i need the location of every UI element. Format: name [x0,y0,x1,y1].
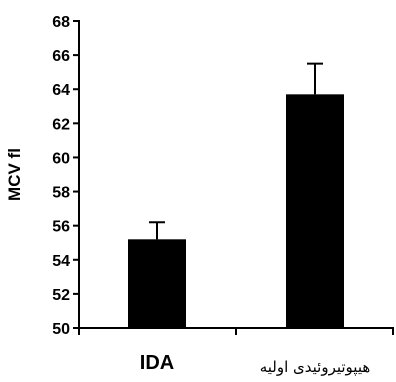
y-tick-label-58: 58 [52,185,70,202]
y-tick-label-50: 50 [52,321,70,338]
y-tick-label-64: 64 [52,82,70,99]
y-tick-label-52: 52 [52,287,70,304]
y-tick-label-66: 66 [52,48,70,65]
axes [78,20,394,335]
y-axis-ticks: 50 52 54 56 58 60 62 64 66 68 [52,14,79,338]
x-tick-label-1: IDA [140,352,174,374]
y-tick-label-60: 60 [52,150,70,167]
y-tick-label-54: 54 [52,253,70,270]
bar-2 [286,94,344,328]
x-tick-label-2: هیپوتیروئیدی اولیه [260,358,371,377]
y-tick-label-56: 56 [52,219,70,236]
bar-1 [128,239,186,328]
x-axis-labels: IDA هیپوتیروئیدی اولیه [140,352,371,377]
y-tick-label-68: 68 [52,14,70,31]
y-tick-label-62: 62 [52,116,70,133]
y-axis-label: MCV fl [5,148,24,201]
bars-group [128,62,344,328]
